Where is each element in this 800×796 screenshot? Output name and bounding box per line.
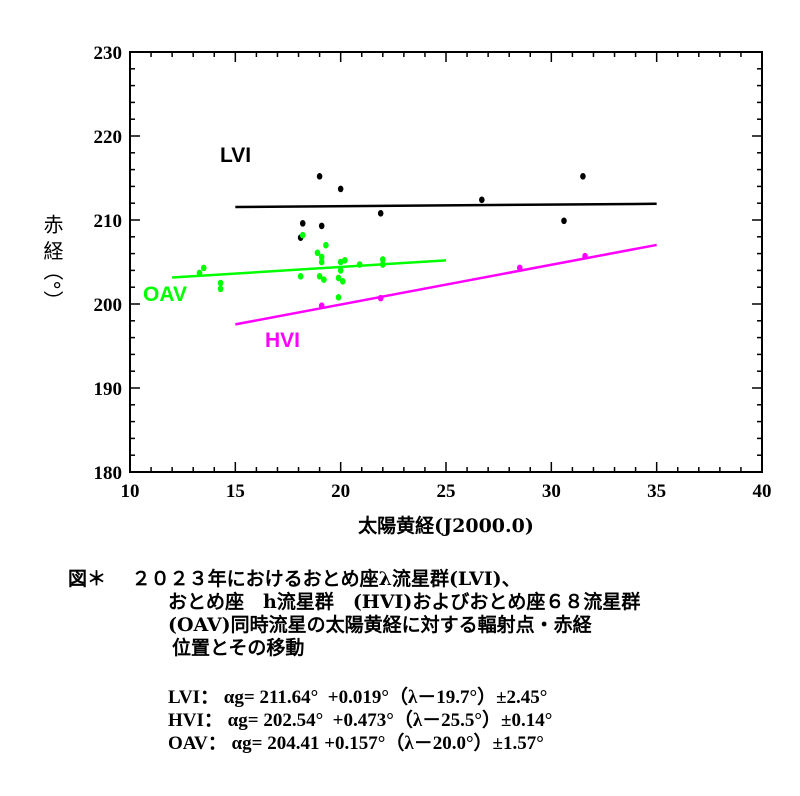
data-point-oav <box>318 258 325 266</box>
data-point-oav <box>356 261 363 268</box>
equation-oav: OAV： αg= 204.41 +0.157°（λ－20.0°）±1.57° <box>168 733 544 754</box>
x-tick-label: 10 <box>121 481 140 502</box>
data-point-oav <box>299 231 306 239</box>
data-point-oav <box>380 261 386 268</box>
data-point-oav <box>318 253 325 261</box>
data-point-oav <box>335 293 342 301</box>
data-point-oav <box>321 276 327 283</box>
equation-hvi: HVI： αg= 202.54° +0.473°（λ－25.5°）±0.14° <box>168 710 553 731</box>
data-point-oav <box>297 272 304 280</box>
data-point-hvi <box>377 294 384 302</box>
data-point-oav <box>342 257 348 264</box>
data-point-lvi <box>337 185 344 193</box>
data-point-oav <box>196 269 203 277</box>
y-tick-label: 220 <box>94 127 123 148</box>
x-tick-label: 30 <box>542 481 561 502</box>
data-point-oav <box>380 256 386 263</box>
data-point-oav <box>200 264 207 272</box>
fit-line-lvi <box>235 202 657 209</box>
series-label-oav: OAV <box>143 283 187 306</box>
x-tick-label: 20 <box>331 481 350 502</box>
data-point-oav <box>337 267 344 274</box>
data-point-lvi <box>479 196 485 204</box>
x-tick-label: 25 <box>437 481 456 502</box>
data-point-oav <box>316 272 323 280</box>
data-point-oav <box>217 279 224 287</box>
x-tick-label: 15 <box>226 481 245 502</box>
data-point-lvi <box>318 222 325 230</box>
y-axis-label: 赤 経（°） <box>40 213 64 310</box>
y-tick-label: 210 <box>94 211 123 232</box>
caption-line-3: (OAV)同時流星の太陽黄経に対する輻射点・赤経 <box>168 614 592 636</box>
caption-line-2: おとめ座 h流星群 (HVI)およびおとめ座６８流星群 <box>168 591 641 613</box>
data-point-oav <box>337 258 344 266</box>
y-tick-label: 230 <box>94 43 123 64</box>
data-point-lvi <box>377 209 384 217</box>
y-tick-label: 190 <box>94 379 123 400</box>
plot-frame <box>129 51 763 473</box>
fit-line-hvi <box>235 243 657 326</box>
data-point-oav <box>335 274 342 282</box>
x-tick-label: 35 <box>647 481 666 502</box>
x-tick-label: 40 <box>753 481 772 502</box>
data-point-lvi <box>580 173 586 180</box>
caption-line-4: 位置とその移動 <box>172 637 305 659</box>
data-point-oav <box>217 285 224 293</box>
equation-lvi: LVI： αg= 211.64° +0.019°（λ－19.7°）±2.45° <box>168 687 548 708</box>
data-point-lvi <box>561 217 567 225</box>
chart: 10 15 20 25 30 35 40 180 190 200 210 220 230 太陽黄経(J20… <box>40 43 772 537</box>
caption-line-1: 図＊ ２０２３年におけるおとめ座λ流星群(LVI)、 <box>68 568 521 590</box>
x-axis-label: 太陽黄経(J2000.0) <box>358 514 534 537</box>
data-point-lvi <box>299 220 306 227</box>
y-tick-label: 180 <box>94 463 123 484</box>
y-tick-label: 200 <box>94 295 123 316</box>
data-point-oav <box>339 278 346 285</box>
data-point-hvi <box>318 302 325 309</box>
series-label-hvi: HVI <box>265 329 300 352</box>
data-point-oav <box>314 249 321 257</box>
series-label-lvi: LVI <box>220 144 251 167</box>
data-point-lvi <box>316 173 323 180</box>
data-point-hvi <box>516 264 523 272</box>
data-point-hvi <box>582 252 588 260</box>
fit-line-oav <box>172 259 447 279</box>
data-point-oav <box>323 241 329 249</box>
